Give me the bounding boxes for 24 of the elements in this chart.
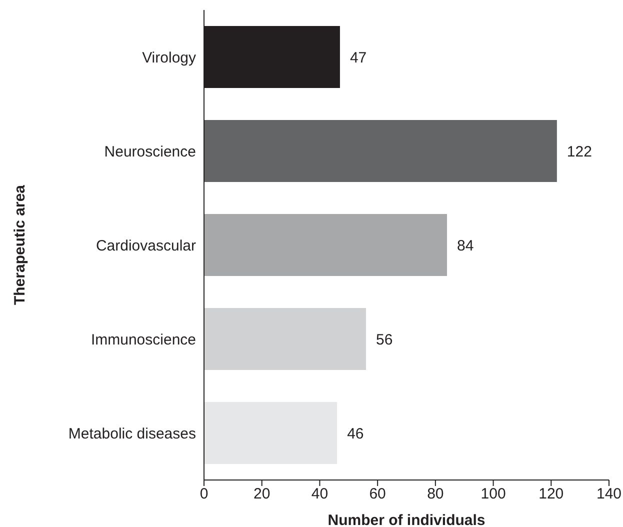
y-tick-label: Immunoscience [90,331,196,348]
x-tick-label: 100 [480,486,506,503]
x-tick-label: 140 [596,486,622,503]
data-label: 56 [376,331,393,348]
bar [204,214,447,276]
data-label: 47 [350,49,367,66]
x-tick-label: 0 [200,486,208,503]
y-tick-label: Cardiovascular [96,237,196,254]
x-axis-title: Number of individuals [328,512,486,527]
bar [204,402,338,464]
x-tick-label: 120 [538,486,564,503]
x-tick-label: 60 [369,486,386,503]
data-label: 84 [457,237,474,254]
x-tick-label: 20 [254,486,270,503]
y-tick-label: Virology [142,49,196,66]
data-label: 122 [566,143,592,160]
y-tick-label: Neuroscience [104,143,196,160]
data-label: 46 [347,425,364,442]
x-tick-label: 80 [427,486,444,503]
y-axis-title: Therapeutic area [12,184,28,306]
bar [204,120,557,182]
x-tick-label: 40 [311,486,328,503]
bar [204,308,366,370]
y-tick-label: Metabolic diseases [68,425,196,442]
